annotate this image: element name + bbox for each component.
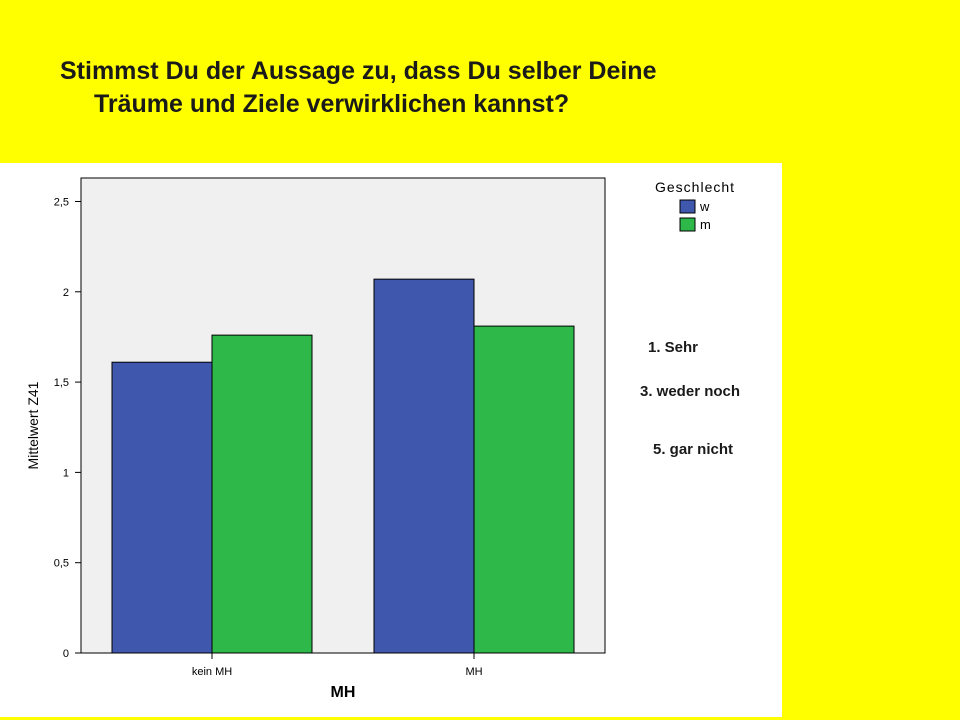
bar-m (211, 334, 313, 654)
legend-label-m: m (700, 217, 711, 232)
scale-note-3: 3. weder noch (640, 383, 741, 400)
chart-panel: 0 0,5 1 1,5 2 2,5 kein MH MH MH Mittelwert Z41 Ges… (0, 163, 782, 717)
x-tick-label: kein MH (192, 666, 232, 678)
y-axis-label: Mittelwert Z41 (25, 381, 41, 469)
y-tick-label: 2,5 (54, 196, 69, 208)
bar-m (473, 325, 575, 654)
scale-note-5: 5. gar nicht (653, 441, 734, 458)
title-line-2: Träume und Ziele verwirklichen kannst? (94, 90, 570, 118)
bar-w (111, 361, 213, 654)
y-tick-label: 0,5 (54, 558, 69, 570)
scale-note-1: 1. Sehr (648, 339, 699, 356)
x-tick-label: MH (465, 666, 482, 678)
legend-swatch-w (679, 199, 696, 214)
y-tick-label: 1,5 (54, 377, 69, 389)
legend-label-w: w (699, 199, 710, 214)
y-tick-label: 0 (63, 648, 69, 660)
y-tick-label: 2 (63, 287, 69, 299)
bar-w (373, 278, 475, 654)
legend-title: Geschlecht (655, 179, 735, 195)
slide-title: Stimmst Du der Aussage zu, dass Du selbe… (60, 55, 920, 121)
bar-chart: 0 0,5 1 1,5 2 2,5 kein MH MH MH Mittelwert Z41 Ges… (25, 177, 735, 701)
y-tick-label: 1 (63, 467, 69, 479)
title-line-1: Stimmst Du der Aussage zu, dass Du selbe… (60, 57, 657, 85)
x-axis-label: MH (331, 684, 356, 701)
legend-swatch-m (679, 217, 696, 232)
